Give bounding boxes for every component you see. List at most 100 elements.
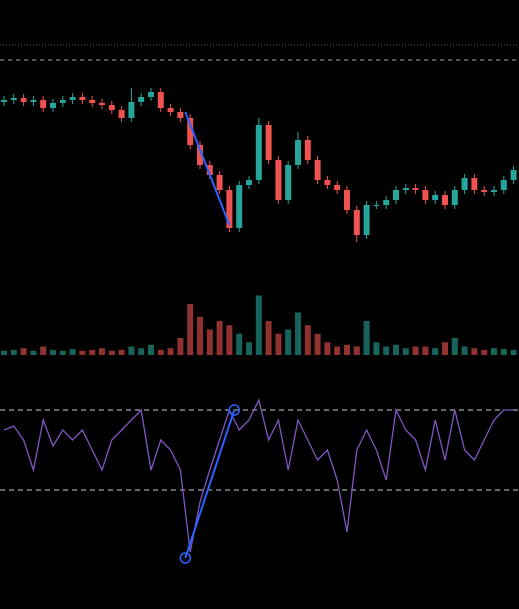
volume-bar bbox=[128, 346, 135, 355]
candle-body bbox=[442, 195, 448, 205]
volume-bar bbox=[412, 346, 419, 355]
volume-bar bbox=[295, 312, 301, 355]
volume-bar bbox=[451, 338, 458, 355]
volume-bar bbox=[20, 348, 27, 355]
volume-bar bbox=[383, 346, 390, 355]
volume-bar bbox=[216, 321, 223, 355]
volume-bar bbox=[422, 346, 429, 355]
volume-bar bbox=[481, 349, 488, 355]
volume-bar bbox=[197, 316, 203, 355]
candle-body bbox=[451, 190, 458, 205]
candle-body bbox=[255, 125, 262, 180]
candle-body bbox=[128, 102, 135, 118]
volume-bar bbox=[246, 342, 252, 355]
candle-body bbox=[59, 100, 66, 103]
candle-body bbox=[30, 100, 37, 102]
candle-body bbox=[167, 108, 174, 112]
volume-bar bbox=[138, 348, 145, 355]
volume-bar bbox=[471, 348, 478, 355]
candle-body bbox=[187, 118, 194, 145]
volume-bar bbox=[334, 346, 341, 355]
candle-body bbox=[402, 188, 409, 190]
candle-body bbox=[265, 125, 272, 160]
volume-bar bbox=[432, 348, 439, 355]
candle-body bbox=[40, 100, 47, 108]
candle-body bbox=[422, 190, 429, 200]
candle-body bbox=[177, 112, 184, 118]
volume-bar bbox=[177, 338, 184, 355]
candle-body bbox=[383, 200, 390, 205]
volume-bar bbox=[344, 344, 350, 355]
candle-body bbox=[236, 185, 243, 228]
volume-bar bbox=[353, 346, 360, 355]
candle-body bbox=[108, 105, 115, 110]
candle-body bbox=[10, 98, 17, 100]
volume-bar bbox=[255, 295, 262, 355]
candle-body bbox=[363, 205, 370, 235]
volume-bar bbox=[99, 348, 105, 355]
volume-bar bbox=[59, 350, 66, 355]
volume-bar bbox=[402, 348, 409, 355]
indicator-trendline bbox=[184, 409, 236, 559]
candle-body bbox=[206, 165, 213, 175]
volume-bar bbox=[363, 321, 370, 355]
volume-bar bbox=[148, 344, 154, 355]
volume-bar bbox=[236, 333, 243, 355]
candle-body bbox=[373, 205, 380, 206]
candle-body bbox=[393, 190, 399, 200]
candle-body bbox=[344, 190, 350, 210]
volume-bar bbox=[491, 348, 497, 355]
volume-bar bbox=[187, 304, 194, 355]
trendline-handle bbox=[228, 404, 241, 416]
candle-body bbox=[50, 103, 56, 108]
candle-body bbox=[295, 140, 301, 165]
candle-body bbox=[314, 160, 321, 180]
volume-bar bbox=[285, 329, 292, 355]
candle-body bbox=[89, 100, 96, 103]
volume-bar bbox=[40, 346, 47, 355]
candle-body bbox=[20, 98, 27, 102]
volume-bar bbox=[442, 342, 448, 355]
volume-bar bbox=[1, 350, 7, 355]
candle-body bbox=[471, 178, 478, 190]
volume-bar bbox=[167, 348, 174, 355]
volume-bar bbox=[206, 329, 213, 355]
candle-body bbox=[79, 97, 86, 100]
candle-body bbox=[118, 110, 125, 118]
candle-body bbox=[216, 175, 223, 190]
volume-bar bbox=[314, 333, 321, 355]
volume-bar bbox=[79, 350, 86, 355]
volume-bar bbox=[69, 349, 76, 355]
volume-bar bbox=[30, 350, 37, 355]
volume-bar bbox=[265, 321, 272, 355]
candle-body bbox=[481, 190, 488, 192]
candle-body bbox=[157, 92, 164, 108]
volume-bar bbox=[373, 342, 380, 355]
volume-bar bbox=[393, 344, 399, 355]
volume-bar bbox=[89, 349, 96, 355]
volume-bar bbox=[108, 350, 115, 355]
volume-bar bbox=[10, 349, 17, 355]
candle-body bbox=[148, 92, 154, 97]
volume-bar bbox=[118, 349, 125, 355]
candle-body bbox=[226, 190, 233, 228]
candle-body bbox=[138, 97, 145, 102]
candle-body bbox=[491, 190, 497, 192]
candle-body bbox=[285, 165, 292, 200]
candle-body bbox=[353, 210, 360, 235]
indicator-line bbox=[3, 398, 514, 553]
candle-body bbox=[99, 103, 105, 105]
volume-bar bbox=[304, 325, 311, 355]
candle-body bbox=[334, 185, 341, 190]
volume-bar bbox=[157, 349, 164, 355]
candle-body bbox=[432, 195, 439, 200]
volume-bar bbox=[500, 349, 507, 355]
candle-body bbox=[246, 180, 252, 185]
candle-body bbox=[1, 100, 7, 102]
candle-body bbox=[412, 188, 419, 190]
candle-body bbox=[500, 180, 507, 190]
volume-bar bbox=[324, 342, 331, 355]
candle-body bbox=[324, 180, 331, 185]
price-trendline bbox=[184, 111, 231, 226]
